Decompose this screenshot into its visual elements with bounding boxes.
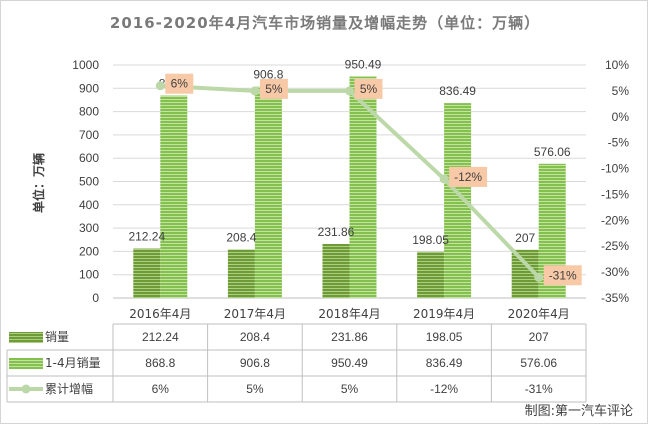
- credit-text: 制图:第一汽车评论: [525, 403, 633, 419]
- growth-label-box: [354, 78, 383, 99]
- y2-tick-label: -25%: [601, 239, 629, 253]
- bar-cumulative-label: 576.06: [534, 145, 571, 159]
- table-cell: 950.49: [331, 356, 368, 370]
- bar-cumulative-label: 906.8: [253, 68, 283, 82]
- legend-swatch: [9, 358, 43, 369]
- table-cell: 198.05: [426, 330, 463, 344]
- growth-label: -31%: [549, 268, 577, 282]
- y2-tick-label: -30%: [601, 265, 629, 279]
- legend-label: 累计增幅: [45, 381, 93, 396]
- y-tick-label: 300: [79, 221, 99, 235]
- growth-label: 5%: [265, 82, 283, 96]
- y-tick-label: 900: [79, 81, 99, 95]
- bar-sales-label: 198.05: [412, 233, 449, 247]
- bar-sales-label: 212.24: [128, 230, 165, 244]
- y-tick-label: 700: [79, 128, 99, 142]
- y-tick-label: 500: [79, 175, 99, 189]
- y-tick-label: 100: [79, 268, 99, 282]
- legend-swatch-marker: [21, 384, 31, 394]
- y2-tick-label: -10%: [601, 162, 629, 176]
- y-tick-label: 600: [79, 151, 99, 165]
- y2-tick-label: -20%: [601, 213, 629, 227]
- growth-label: 5%: [360, 82, 378, 96]
- table-cell: 576.06: [520, 356, 557, 370]
- x-tick-label: 2016年4月: [129, 307, 191, 321]
- y-axis-ticks: 0 100 200 300 400 500 600 700 800 900 1000: [72, 58, 99, 305]
- growth-label-box: [165, 73, 194, 94]
- chart-title: 2016-2020年4月汽车市场销量及增幅走势（单位：万辆）: [110, 14, 540, 32]
- y-tick-label: 800: [79, 105, 99, 119]
- growth-line: 6% 5% 5% -12% -31%: [155, 73, 582, 286]
- table-cell: 868.8: [145, 356, 175, 370]
- table-cell: 5%: [246, 382, 264, 396]
- legend-label: 1-4月销量: [45, 356, 101, 370]
- bar-sales: [417, 251, 445, 298]
- bars: 212.24868.8208.4906.8231.86950.49198.058…: [128, 58, 571, 298]
- bar-sales-label: 207: [515, 231, 535, 245]
- legend-label: 销量: [45, 330, 69, 344]
- legend-swatch: [9, 332, 43, 343]
- y-tick-label: 400: [79, 198, 99, 212]
- table-cell: 836.49: [426, 356, 463, 370]
- growth-label-box: [449, 166, 488, 187]
- growth-point: [534, 272, 544, 282]
- y-tick-label: 200: [79, 244, 99, 258]
- y2-tick-label: 0%: [612, 110, 630, 124]
- growth-point: [345, 86, 354, 96]
- bar-sales-label: 231.86: [318, 225, 355, 239]
- growth-point: [155, 81, 165, 91]
- bar-sales: [133, 248, 161, 298]
- x-tick-label: 2020年4月: [508, 307, 570, 321]
- table-cell: 231.86: [331, 330, 368, 344]
- y2-tick-label: 10%: [605, 58, 629, 72]
- table-cell: 207: [529, 330, 549, 344]
- x-tick-label: 2019年4月: [413, 307, 475, 321]
- growth-point: [439, 174, 449, 184]
- growth-label-box: [259, 78, 288, 99]
- growth-label-box: [543, 265, 582, 286]
- y-tick-label: 1000: [72, 58, 99, 72]
- growth-label: 6%: [171, 77, 189, 91]
- x-tick-label: 2018年4月: [318, 307, 380, 321]
- bar-sales: [322, 243, 350, 298]
- table-cell: 5%: [341, 382, 359, 396]
- table-cell: 6%: [152, 382, 170, 396]
- bar-sales: [227, 249, 255, 298]
- table-cell: 906.8: [240, 356, 270, 370]
- bar-cumulative-label: 836.49: [439, 84, 476, 98]
- bar-cumulative-sales: [160, 95, 188, 298]
- growth-point: [250, 86, 260, 96]
- y2-tick-label: -35%: [601, 291, 629, 305]
- y2-tick-label: -15%: [601, 187, 629, 201]
- bar-cumulative-label: 950.49: [345, 58, 382, 72]
- bar-cumulative-sales: [254, 86, 282, 298]
- bar-sales-label: 208.4: [226, 230, 256, 244]
- growth-label: -12%: [454, 170, 482, 184]
- y-tick-label: 0: [92, 291, 99, 305]
- table-cell: -12%: [430, 382, 458, 396]
- table-cell: 212.24: [142, 330, 179, 344]
- y2-tick-label: -5%: [608, 136, 630, 150]
- y2-axis-ticks: 10% 5% 0% -5% -10% -15% -20% -25% -30% -35%: [601, 58, 629, 305]
- y2-tick-label: 5%: [612, 84, 630, 98]
- table-cell: 208.4: [240, 330, 270, 344]
- table-cell: -31%: [525, 382, 553, 396]
- x-tick-label: 2017年4月: [224, 307, 286, 321]
- y-axis-label: 单位：万辆: [31, 153, 46, 213]
